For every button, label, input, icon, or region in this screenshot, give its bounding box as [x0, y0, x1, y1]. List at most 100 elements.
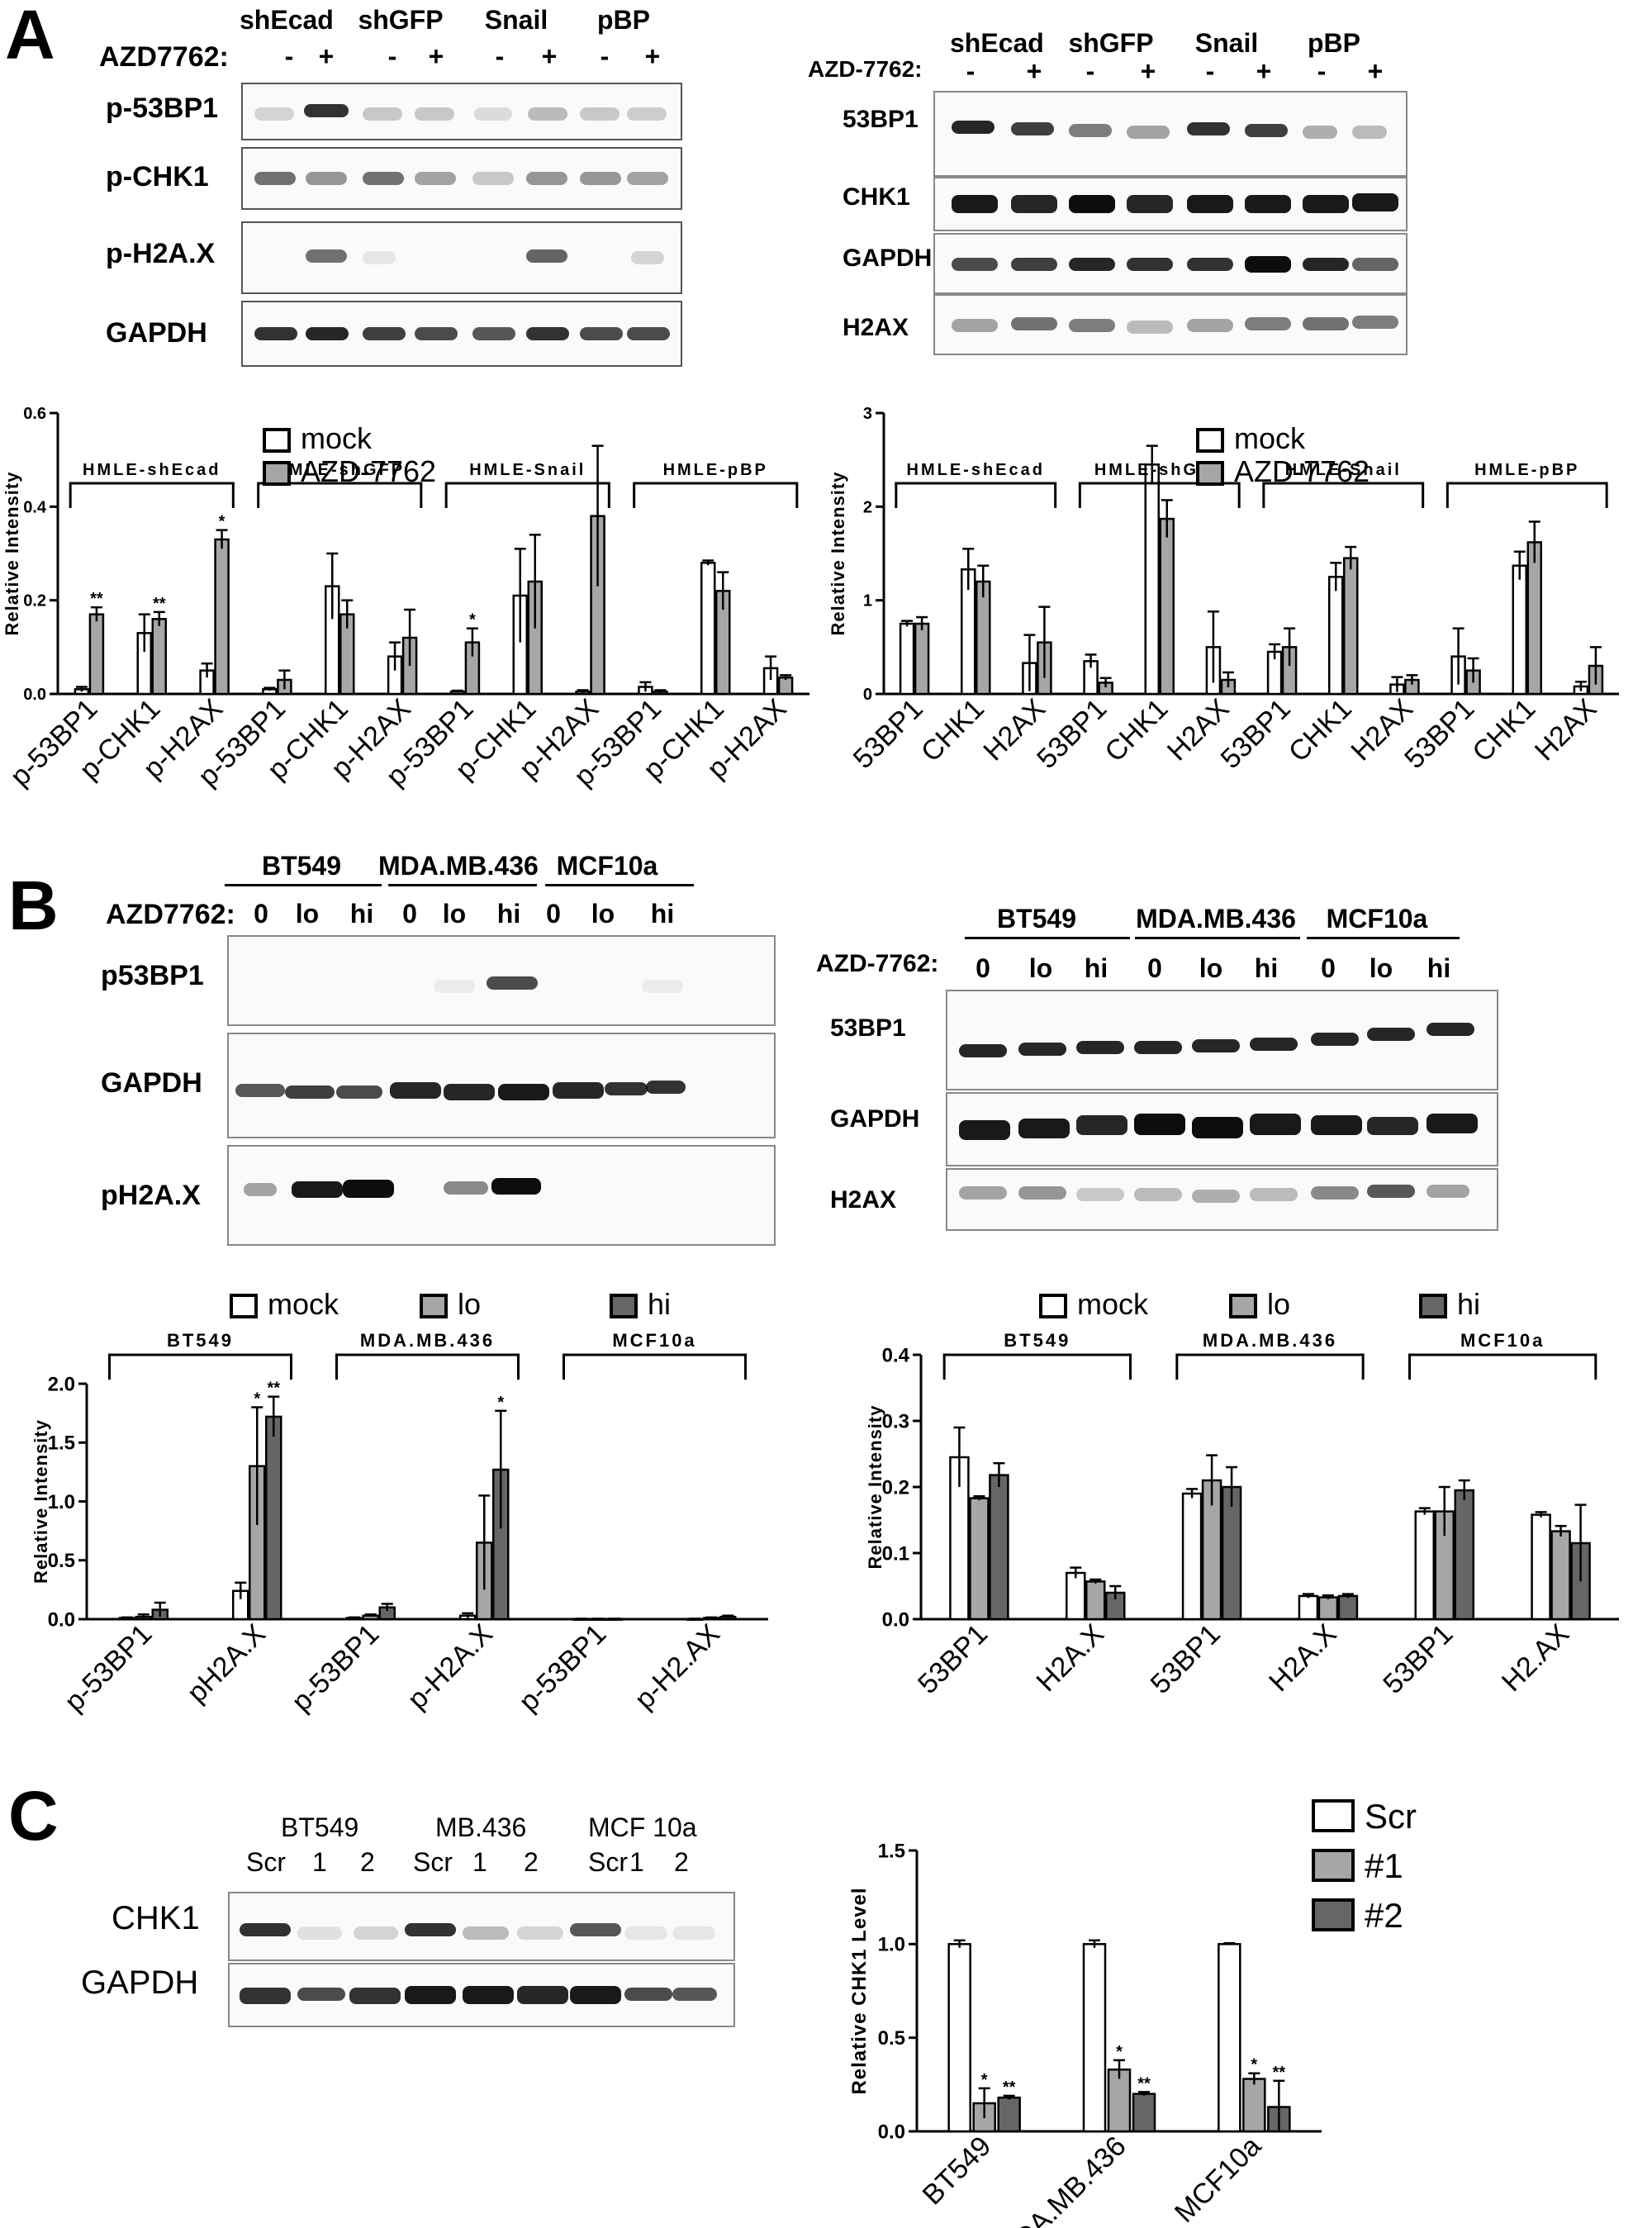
lane-dose: 0 — [1321, 953, 1336, 983]
group-label: shEcad — [240, 5, 334, 35]
row-label: GAPDH — [101, 1067, 202, 1099]
blot-strip-gapdh — [228, 1963, 735, 2027]
lane-label: Scr — [413, 1847, 453, 1877]
blot-strip-53bp1 — [946, 990, 1498, 1090]
lane-label: 2 — [360, 1847, 375, 1877]
lane-dose: lo — [1028, 953, 1053, 983]
lane-dose: lo — [591, 899, 615, 929]
bar — [88, 613, 105, 696]
blot-strip-gapdh — [227, 1033, 776, 1138]
y-tick-label: 0.0 — [23, 686, 46, 704]
group-label: MB.436 — [435, 1812, 527, 1842]
group-bracket — [1175, 1353, 1365, 1380]
lane-sign: - — [1205, 56, 1215, 86]
bar — [1512, 564, 1527, 696]
y-tick-label: 0.4 — [23, 498, 47, 516]
bar — [1343, 557, 1359, 696]
category-label: CHK1 — [1283, 693, 1358, 768]
y-tick-label: 1 — [863, 592, 872, 610]
group-bracket — [563, 1353, 747, 1380]
legend-swatch — [1196, 461, 1224, 486]
row-label: H2AX — [830, 1186, 897, 1214]
group-bracket — [633, 482, 799, 508]
group-label: HMLE-Snail — [1285, 461, 1402, 479]
significance-mark: ** — [153, 595, 166, 613]
legend-swatch — [1419, 1294, 1447, 1318]
lane-sign: - — [966, 56, 976, 86]
blot-strip-h2ax — [933, 294, 1408, 355]
lane-label: Scr — [588, 1847, 628, 1877]
lane-sign: - — [284, 41, 294, 71]
y-tick-label: 0.2 — [882, 1476, 909, 1499]
blot-strip-gapdh — [933, 233, 1408, 294]
lane-dose: hi — [1254, 953, 1279, 983]
row-label: p53BP1 — [101, 960, 204, 991]
row-label: CHK1 — [112, 1900, 200, 1936]
y-tick-label: 0.5 — [878, 2027, 905, 2050]
bar — [777, 676, 794, 696]
group-label: MCF10a — [1460, 1330, 1545, 1351]
y-axis-label: Relative Intensity — [865, 1405, 885, 1570]
y-tick-label: 1.0 — [878, 1934, 905, 1956]
y-tick-label: 2.0 — [48, 1373, 75, 1395]
row-label: pH2A.X — [101, 1180, 201, 1211]
y-tick-label: 0.2 — [23, 592, 46, 610]
row-label: p-CHK1 — [106, 161, 209, 192]
category-label: H2A.X — [1031, 1618, 1110, 1698]
bar — [1082, 1943, 1107, 2133]
lane-sign: + — [1140, 56, 1156, 86]
bar — [1144, 463, 1160, 696]
category-label: 53BP1 — [1398, 693, 1480, 775]
blot-strip-ph2ax — [227, 1145, 776, 1246]
category-label: 53BP1 — [912, 1618, 994, 1700]
group-label: HMLE-shGFP — [1094, 461, 1225, 479]
y-tick-label: 0.6 — [23, 405, 46, 423]
legend-label: mock — [268, 1287, 339, 1321]
significance-mark: * — [254, 1390, 260, 1409]
legend-label: #1 — [1365, 1846, 1403, 1885]
lane-label: 1 — [312, 1847, 327, 1877]
y-axis-label: Relative Intensity — [828, 472, 848, 636]
category-label: 53BP1 — [1031, 693, 1113, 775]
lane-sign: + — [428, 41, 444, 71]
group-label: HMLE-shEcad — [83, 461, 221, 479]
bar — [1066, 1571, 1086, 1621]
row-label: CHK1 — [843, 183, 910, 211]
bar — [1159, 517, 1175, 696]
significance-mark: ** — [90, 590, 103, 608]
category-label: 53BP1 — [847, 693, 929, 775]
group-label: BT549 — [281, 1812, 359, 1842]
group-label: HMLE-Snail — [469, 461, 586, 479]
category-label: MCF10a — [1169, 2131, 1267, 2228]
legend-swatch — [1039, 1294, 1067, 1318]
panel-label-c: C — [8, 1777, 59, 1855]
bar — [1550, 1530, 1571, 1621]
category-label: BT549 — [917, 2131, 998, 2211]
bar — [976, 580, 991, 696]
lane-dose: hi — [349, 899, 374, 929]
lane-dose: hi — [1084, 953, 1108, 983]
blot-strip-p53bp1 — [227, 935, 776, 1026]
category-label: 53BP1 — [1377, 1618, 1459, 1700]
lane-dose: 0 — [1147, 953, 1162, 983]
legend-label: AZD-7762 — [301, 454, 436, 488]
significance-mark: ** — [1137, 2074, 1151, 2093]
legend-swatch — [263, 461, 291, 486]
blot-strip-pchk1 — [241, 147, 682, 210]
chart-b-right: 0.0 0.1 0.2 0.3 0.4 Relative Intensity 53BP1 H2… — [865, 1287, 1619, 1700]
lane-dose: lo — [1199, 953, 1223, 983]
category-label: CHK1 — [915, 693, 990, 768]
group-bracket — [895, 482, 1057, 508]
significance-mark: ** — [267, 1380, 280, 1398]
lane-dose: hi — [650, 899, 675, 929]
treatment-label: AZD-7762: — [808, 56, 923, 82]
y-tick-label: 0.5 — [48, 1550, 75, 1572]
bar — [1317, 1596, 1339, 1621]
blot-strip-gapdh — [241, 301, 682, 367]
y-axis-label: Relative Intensity — [31, 1419, 51, 1584]
bar — [214, 538, 230, 696]
bar — [1085, 1580, 1106, 1621]
lane-sign: + — [1256, 56, 1272, 86]
